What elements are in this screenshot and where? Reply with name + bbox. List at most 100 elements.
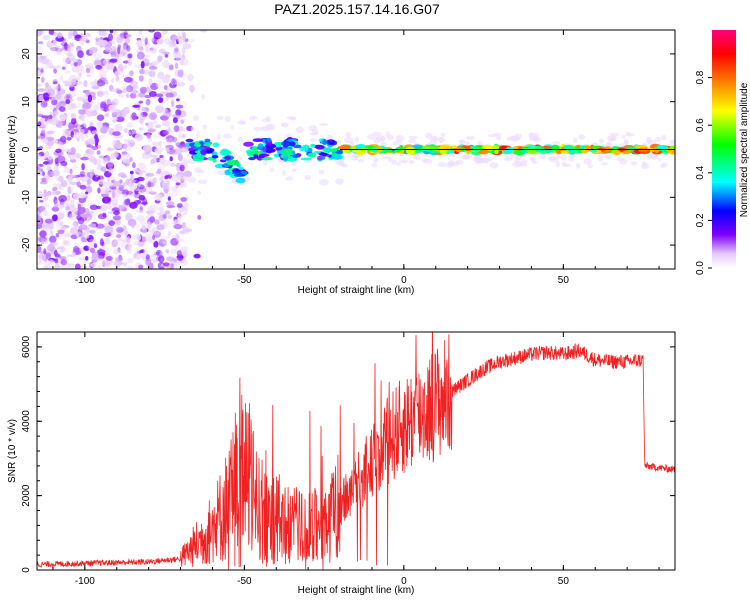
- spectrum-blob: [113, 151, 119, 158]
- spectrum-blob: [185, 138, 194, 143]
- spectrum-blob: [70, 147, 76, 155]
- spectrum-blob: [104, 113, 110, 118]
- spectrum-blob: [292, 168, 297, 173]
- spectrum-blob: [40, 78, 44, 83]
- spectrum-blob: [123, 64, 128, 70]
- spectrum-blob: [79, 39, 85, 46]
- spectrum-blob: [102, 212, 107, 218]
- spectrum-blob: [172, 117, 178, 124]
- spectrum-blob: [83, 80, 88, 88]
- spectrum-blob: [251, 146, 259, 151]
- spectrum-blob: [92, 174, 101, 182]
- spectrum-blob: [111, 203, 118, 207]
- spectrum-blob: [138, 100, 143, 104]
- spectrum-blob: [64, 41, 68, 50]
- spectrum-blob: [216, 134, 221, 140]
- spectrum-blob: [53, 249, 58, 257]
- x-tick-label: 50: [558, 576, 570, 587]
- spectrum-blob: [173, 224, 183, 230]
- spectrum-blob: [59, 151, 64, 158]
- spectrum-blob: [184, 38, 189, 42]
- spectrum-blob: [61, 118, 66, 122]
- spectrum-blob: [50, 117, 59, 126]
- snr-marks: [37, 332, 675, 570]
- spectrum-blob: [342, 149, 351, 154]
- spectrum-blob: [123, 139, 130, 143]
- spectrum-blob: [91, 91, 97, 96]
- spectrum-blob: [165, 249, 169, 254]
- spectrum-blob: [573, 137, 578, 144]
- spectrum-blob: [80, 156, 89, 161]
- spectrum-blob: [44, 65, 49, 69]
- spectrum-blob: [57, 37, 67, 42]
- spectrum-blob: [44, 264, 51, 269]
- spectrum-blob: [38, 190, 43, 198]
- spectrum-blob: [109, 30, 114, 34]
- spectrum-blob: [432, 136, 438, 143]
- spectrum-blob: [145, 98, 151, 106]
- spectrum-blob: [266, 149, 273, 154]
- spectrum-blob: [47, 244, 55, 252]
- spectrum-blob: [395, 135, 405, 142]
- spectrum-blob: [55, 148, 62, 153]
- spectrum-blob: [177, 95, 182, 99]
- spectrum-blob: [174, 62, 179, 69]
- spectrum-blob: [310, 138, 318, 142]
- spectrum-blob: [44, 256, 48, 265]
- spectrum-blob: [61, 225, 66, 231]
- spectrum-blob: [91, 146, 99, 150]
- spectrum-blob: [119, 227, 128, 233]
- spectrum-blob: [148, 91, 157, 97]
- spectrum-blob: [424, 132, 433, 139]
- spectrum-blob: [57, 141, 64, 149]
- x-tick-label: -50: [237, 275, 252, 286]
- spectrum-blob: [176, 250, 182, 257]
- spectrum-blob: [152, 234, 156, 240]
- spectrum-blob: [105, 155, 112, 163]
- spectrum-blob: [69, 229, 78, 235]
- spectrogram-marks: [37, 30, 675, 269]
- spectrum-blob: [655, 136, 662, 143]
- spectrogram-x-axis-label: Height of straight line (km): [298, 285, 415, 296]
- spectrum-blob: [205, 142, 211, 147]
- spectrum-blob: [440, 132, 446, 137]
- spectrum-blob: [156, 38, 164, 45]
- spectrum-blob: [109, 185, 117, 190]
- spectrum-blob: [599, 138, 604, 144]
- spectrum-blob: [57, 83, 61, 92]
- spectrum-blob: [140, 37, 146, 43]
- spectrum-blob: [445, 150, 455, 154]
- spectrum-blob: [77, 102, 81, 108]
- spectrum-blob: [115, 75, 121, 84]
- spectrum-blob: [46, 170, 55, 177]
- spectrum-blob: [69, 62, 75, 67]
- spectrum-blob: [372, 131, 382, 136]
- spectrum-blob: [187, 73, 194, 82]
- spectrum-blob: [465, 135, 475, 140]
- spectrum-blob: [146, 189, 150, 195]
- spectrum-blob: [235, 177, 246, 184]
- spectrum-blob: [111, 197, 119, 205]
- spectrum-blob: [37, 121, 42, 126]
- spectrum-blob: [89, 172, 94, 180]
- spectrum-blob: [104, 41, 112, 50]
- spectrum-blob: [153, 134, 159, 139]
- spectrum-blob: [161, 130, 169, 136]
- spectrum-blob: [150, 36, 155, 43]
- x-tick-label: -50: [237, 576, 252, 587]
- spectrum-blob: [291, 161, 297, 166]
- spectrum-blob: [158, 255, 165, 263]
- spectrum-blob: [184, 202, 189, 209]
- spectrum-blob: [125, 93, 130, 98]
- spectrum-blob: [182, 211, 188, 216]
- spectrum-blob: [163, 138, 169, 147]
- spectrum-blob: [42, 35, 51, 41]
- spectrum-blob: [123, 76, 133, 83]
- spectrum-blob: [70, 113, 77, 119]
- spectrum-blob: [53, 68, 57, 74]
- spectrum-blob: [87, 137, 96, 144]
- spectrum-blob: [37, 69, 42, 77]
- spectrum-blob: [193, 253, 201, 259]
- spectrum-blob: [61, 66, 66, 70]
